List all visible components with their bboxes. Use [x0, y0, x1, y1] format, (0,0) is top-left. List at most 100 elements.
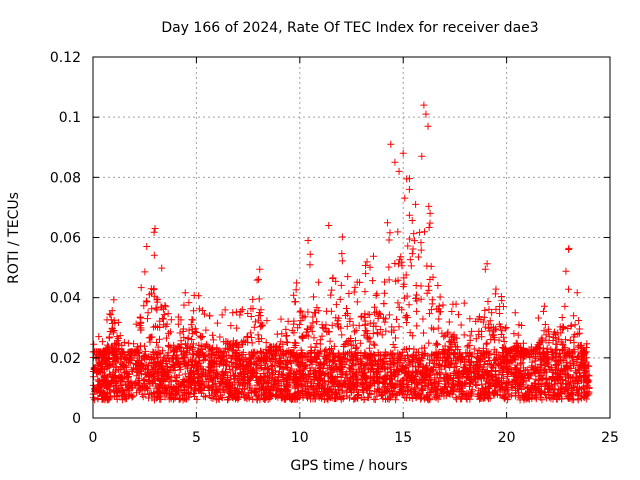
data-point: [159, 305, 167, 313]
data-point: [395, 323, 403, 331]
data-point: [564, 324, 572, 332]
data-point: [243, 332, 251, 340]
data-point: [435, 348, 443, 356]
data-point: [548, 355, 556, 363]
data-point: [362, 270, 370, 278]
data-point: [307, 324, 315, 332]
data-point: [499, 369, 507, 377]
data-point: [230, 387, 238, 395]
data-point: [271, 356, 279, 364]
data-point: [323, 384, 331, 392]
data-point: [403, 318, 411, 326]
data-point: [356, 278, 364, 286]
data-point: [313, 349, 321, 357]
data-point: [391, 158, 399, 166]
data-point: [427, 306, 435, 314]
data-point: [340, 392, 348, 400]
data-point: [392, 370, 400, 378]
data-point: [247, 312, 255, 320]
data-point: [319, 388, 327, 396]
data-point: [525, 388, 533, 396]
data-point: [378, 391, 386, 399]
data-point: [531, 357, 539, 365]
data-point: [129, 367, 137, 375]
data-point: [170, 352, 178, 360]
data-point: [416, 359, 424, 367]
data-point: [307, 343, 315, 351]
data-point: [131, 380, 139, 388]
data-point: [409, 245, 417, 253]
data-point: [162, 334, 170, 342]
data-point: [181, 370, 189, 378]
data-point: [415, 253, 423, 261]
data-point: [306, 261, 314, 269]
data-point: [186, 390, 194, 398]
data-point: [418, 371, 426, 379]
data-point: [150, 228, 158, 236]
data-point: [549, 372, 557, 380]
data-point: [105, 333, 113, 341]
data-point: [434, 324, 442, 332]
data-point: [437, 365, 445, 373]
data-point: [547, 364, 555, 372]
data-point: [240, 337, 248, 345]
data-point: [315, 307, 323, 315]
data-point: [309, 370, 317, 378]
data-point: [283, 339, 291, 347]
data-point: [541, 321, 549, 329]
data-point: [425, 380, 433, 388]
data-point: [553, 345, 561, 353]
data-point: [321, 380, 329, 388]
data-point: [393, 391, 401, 399]
data-point: [529, 391, 537, 399]
data-point: [380, 379, 388, 387]
data-point: [220, 385, 228, 393]
data-point: [385, 276, 393, 284]
data-point: [375, 309, 383, 317]
data-point: [478, 327, 486, 335]
data-point: [353, 298, 361, 306]
data-point: [363, 258, 371, 266]
data-point: [282, 325, 290, 333]
data-point: [233, 324, 241, 332]
data-point: [218, 311, 226, 319]
data-point: [334, 353, 342, 361]
data-point: [226, 344, 234, 352]
data-point: [421, 228, 429, 236]
data-point: [457, 321, 465, 329]
data-point: [562, 267, 570, 275]
data-point: [433, 341, 441, 349]
data-point: [154, 383, 162, 391]
data-point: [355, 322, 363, 330]
data-point: [342, 340, 350, 348]
data-point: [381, 348, 389, 356]
data-point: [514, 331, 522, 339]
data-point: [381, 289, 389, 297]
data-point: [136, 314, 144, 322]
data-point: [408, 371, 416, 379]
data-point: [511, 309, 519, 317]
data-point: [430, 359, 438, 367]
data-point: [381, 352, 389, 360]
data-point: [144, 369, 152, 377]
data-point: [411, 363, 419, 371]
data-point: [361, 310, 369, 318]
data-point: [394, 228, 402, 236]
data-point: [492, 354, 500, 362]
data-point: [260, 380, 268, 388]
data-point: [120, 377, 128, 385]
data-point: [386, 389, 394, 397]
data-point: [566, 336, 574, 344]
data-point: [174, 355, 182, 363]
data-point: [190, 307, 198, 315]
data-point: [417, 282, 425, 290]
data-point: [209, 394, 217, 402]
data-point: [481, 357, 489, 365]
data-point: [475, 331, 483, 339]
data-point: [512, 386, 520, 394]
data-point: [562, 336, 570, 344]
data-point: [531, 385, 539, 393]
data-point: [277, 315, 285, 323]
data-point: [552, 369, 560, 377]
data-point: [255, 295, 263, 303]
